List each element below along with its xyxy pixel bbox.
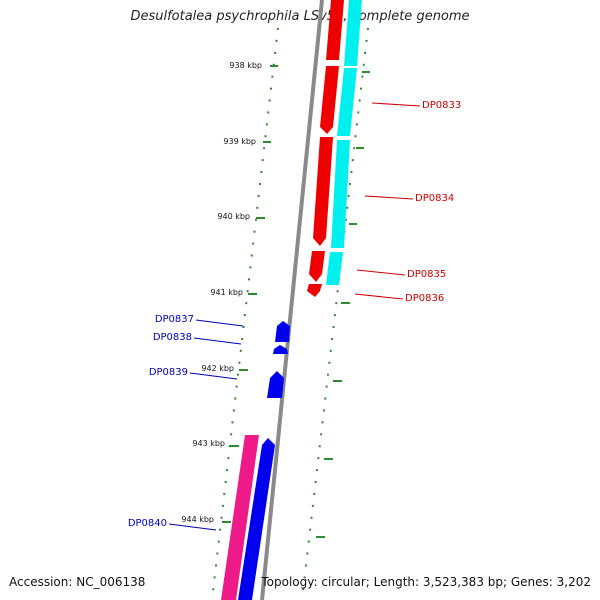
gene-red (313, 137, 333, 246)
label-leader (354, 293, 404, 300)
map-title: Desulfotalea psychrophila LSv54, complet… (130, 9, 470, 24)
gene-cyan (326, 252, 343, 285)
gene-pink (221, 435, 259, 600)
label-leader (193, 337, 242, 345)
cyan-gene-track (326, 0, 362, 285)
gene-label: DP0834 (415, 193, 454, 204)
gene-red (320, 66, 339, 134)
gene-label: DP0836 (405, 293, 444, 304)
left-gene-labels: DP0837 DP0838 DP0839 DP0840 (128, 314, 244, 531)
gene-label: DP0833 (422, 100, 461, 111)
scale-label: 943 kbp (192, 439, 225, 448)
label-leader (364, 195, 414, 200)
gene-red (307, 284, 322, 297)
gene-label: DP0835 (407, 269, 446, 280)
gene-cyan (331, 140, 350, 248)
scale-label: 944 kbp (181, 515, 214, 524)
gene-label: DP0840 (128, 518, 167, 529)
gene-cyan (344, 0, 362, 66)
right-gene-labels: DP0833 DP0834 DP0835 DP0836 (354, 100, 461, 304)
genome-summary: Topology: circular; Length: 3,523,383 bp… (261, 575, 591, 589)
label-leader (168, 523, 217, 531)
label-leader (189, 372, 238, 380)
accession-label: Accession: NC_006138 (9, 575, 146, 589)
scale-label: 938 kbp (229, 61, 262, 70)
gene-label: DP0838 (153, 332, 192, 343)
scale-label: 942 kbp (201, 364, 234, 373)
gene-blue (273, 345, 288, 354)
gene-red (326, 0, 344, 60)
scale-label: 939 kbp (223, 137, 256, 146)
scale-label: 940 kbp (217, 212, 250, 221)
genome-backbone (260, 0, 324, 600)
gene-blue (275, 321, 290, 342)
gene-cyan (337, 68, 357, 136)
red-gene-track (307, 0, 344, 297)
gene-blue (267, 371, 284, 398)
gene-blue (238, 438, 275, 600)
label-leader (371, 102, 421, 107)
major-ticks (222, 65, 370, 538)
label-leader (356, 269, 406, 276)
gene-label: DP0837 (155, 314, 194, 325)
label-leader (195, 319, 244, 327)
left-gene-track (221, 321, 290, 600)
scale-label: 941 kbp (210, 288, 243, 297)
gene-label: DP0839 (149, 367, 188, 378)
gene-red (309, 251, 325, 282)
